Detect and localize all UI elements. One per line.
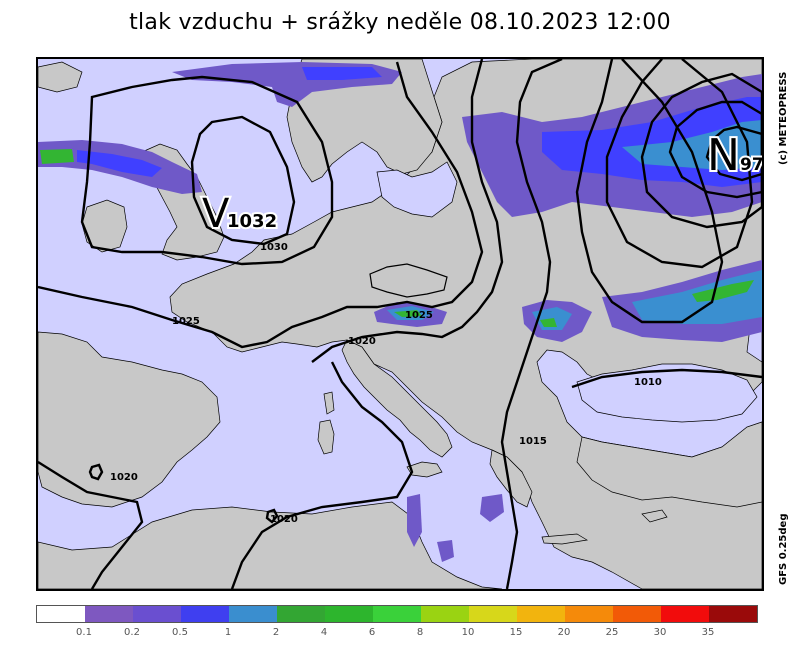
isobar-label: 1020	[110, 472, 138, 483]
sardinia	[317, 419, 335, 455]
precip-atlantic-core	[40, 149, 74, 164]
legend-label: 30	[653, 627, 667, 638]
isobar-1015	[500, 59, 563, 589]
isobar-1020-north	[311, 59, 504, 363]
precip-atlantic-mid	[77, 150, 162, 177]
model-label: GFS 0.25deg	[778, 513, 789, 586]
legend-label: 25	[605, 627, 619, 638]
precip-south-italy	[407, 494, 422, 547]
map-title: tlak vzduchu + srážky neděle 08.10.2023 …	[129, 10, 671, 35]
isobar-small-ring	[88, 463, 104, 481]
legend-swatch	[325, 606, 373, 622]
isobar-low-4	[668, 100, 762, 199]
iberia	[38, 331, 221, 508]
weather-map: 1030 1025 1025 1020 1020 1020 1015 1010 …	[36, 57, 764, 591]
legend-swatch	[613, 606, 661, 622]
greece	[489, 449, 533, 508]
black-sea	[576, 363, 758, 423]
copyright-label: (c) METEOPRESS	[778, 71, 789, 165]
isobars	[38, 59, 762, 589]
ireland	[81, 199, 128, 253]
legend-label: 20	[557, 627, 571, 638]
legend-swatch	[565, 606, 613, 622]
legend-swatch	[373, 606, 421, 622]
high-pressure-letter: V	[202, 191, 230, 237]
isobar-1025	[38, 61, 484, 349]
legend-label: 0.1	[76, 627, 92, 638]
high-pressure-value: 1032	[227, 211, 277, 232]
legend-swatch	[229, 606, 277, 622]
precipitation-legend	[36, 605, 758, 623]
low-pressure-value: 979	[740, 155, 762, 175]
legend-swatch	[85, 606, 133, 622]
isobar-low-1	[575, 59, 724, 324]
legend-label: 35	[701, 627, 715, 638]
isobar-label: 1030	[260, 242, 288, 253]
precip-ionian	[480, 494, 504, 522]
isobar-label: 1020	[348, 336, 376, 347]
legend-swatch	[133, 606, 181, 622]
precip-alps-core	[394, 310, 422, 317]
legend-swatch	[277, 606, 325, 622]
precip-balkans-core	[540, 318, 557, 327]
pressure-centers: V 1032 N 979	[200, 128, 762, 239]
czech-republic	[369, 263, 448, 298]
iceland	[38, 61, 83, 93]
legend-label: 4	[320, 627, 328, 638]
anatolia	[576, 421, 762, 508]
legend-label: 15	[509, 627, 523, 638]
sicily	[406, 461, 443, 478]
isobar-1010	[571, 368, 762, 389]
legend-label: 0.5	[172, 627, 188, 638]
legend-swatch	[37, 606, 85, 622]
isobar-1020-west	[38, 460, 144, 589]
legend-label: 6	[368, 627, 376, 638]
north-africa	[38, 501, 503, 589]
precip-east-core	[692, 280, 754, 302]
precip-mediterranean	[437, 540, 454, 562]
isobar-label: 1010	[634, 377, 662, 388]
isobar-low-5	[705, 125, 762, 182]
isobar-1032-high	[190, 115, 296, 246]
isobar-label: 1015	[519, 436, 547, 447]
low-pressure-letter: N	[707, 130, 740, 181]
crete	[541, 533, 589, 545]
precip-north-mid	[302, 67, 382, 80]
baltic-sea	[376, 161, 458, 218]
legend-swatch	[517, 606, 565, 622]
italy	[341, 339, 453, 458]
isobar-label: 1025	[172, 316, 200, 327]
map-canvas: 1030 1025 1025 1020 1020 1020 1015 1010 …	[38, 59, 762, 589]
isobar-1030	[80, 75, 334, 266]
legend-label: 1	[224, 627, 232, 638]
precip-northeast-heavy	[622, 120, 762, 170]
isobar-low-2	[605, 59, 754, 269]
legend-swatch	[661, 606, 709, 622]
legend-swatch	[469, 606, 517, 622]
legend-label: 0.2	[124, 627, 140, 638]
legend-label: 2	[272, 627, 280, 638]
cyprus	[641, 509, 668, 523]
legend-swatch	[181, 606, 229, 622]
corsica	[323, 391, 335, 415]
legend-swatch	[421, 606, 469, 622]
isobar-label: 1025	[405, 310, 433, 321]
legend-label: 10	[461, 627, 475, 638]
legend-labels: 0.1 0.2 0.5 1 2 4 6 8 10 15 20 25 30 35	[36, 627, 766, 641]
legend-swatch	[709, 606, 757, 622]
isobar-small-ring-2	[265, 508, 279, 524]
isobar-label: 1020	[270, 514, 298, 525]
legend-label: 8	[416, 627, 424, 638]
isobar-1020-south	[230, 361, 414, 589]
isobar-low-3	[640, 72, 762, 229]
